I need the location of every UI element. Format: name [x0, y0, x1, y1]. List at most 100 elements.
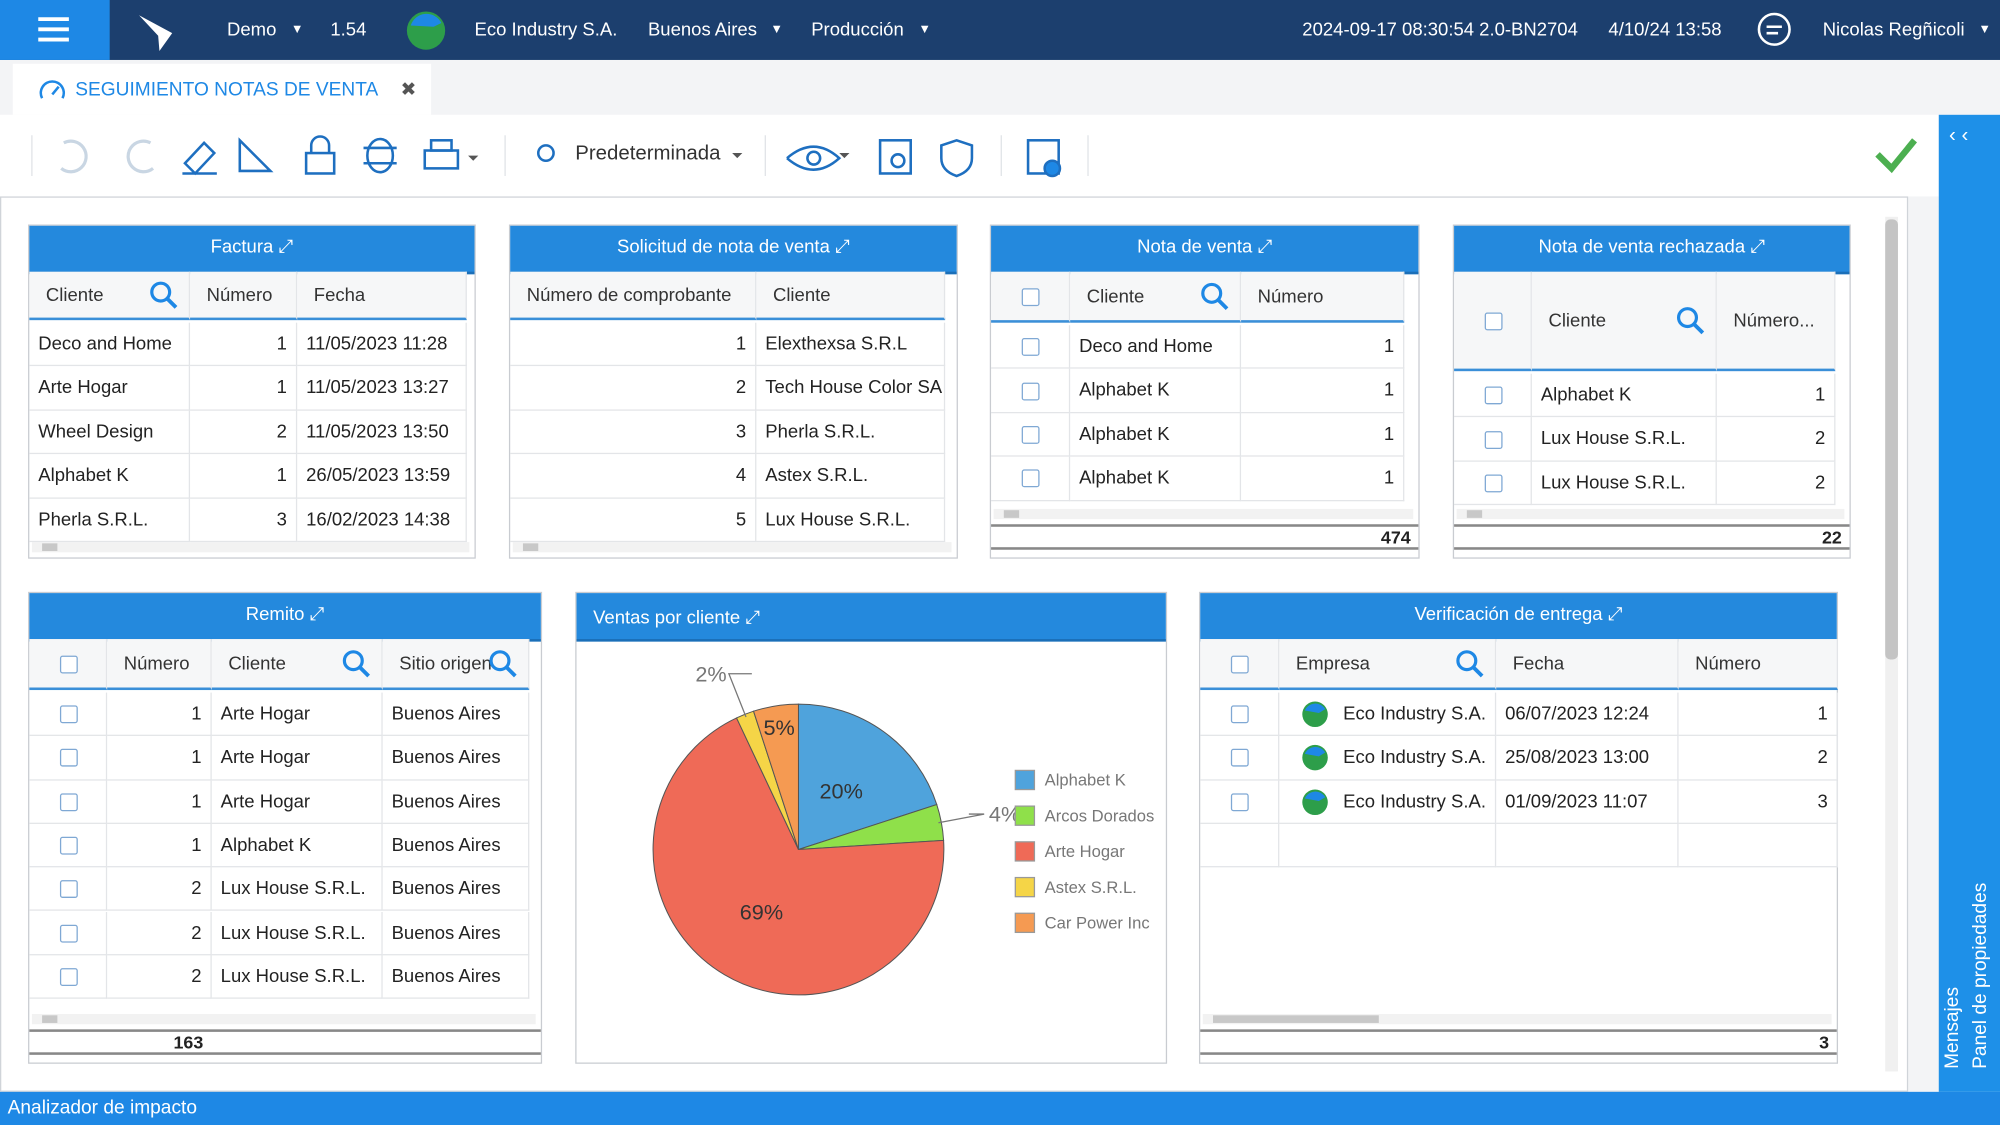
table-cell[interactable]: 3 [510, 410, 757, 455]
table-cell[interactable]: Lux House S.R.L. [211, 911, 383, 956]
table-cell[interactable]: Buenos Aires [382, 955, 530, 999]
table-cell[interactable]: 1 [190, 322, 298, 367]
table-cell[interactable]: Eco Industry S.A. [1279, 692, 1497, 737]
table-cell[interactable]: 26/05/2023 13:59 [297, 454, 467, 499]
search-icon[interactable] [149, 281, 180, 312]
row-checkbox[interactable] [59, 836, 78, 855]
table-cell[interactable]: 1 [190, 454, 298, 499]
column-header[interactable]: Cliente [211, 639, 383, 691]
table-cell[interactable]: 3 [1678, 780, 1839, 824]
table-cell[interactable]: Wheel Design [29, 410, 191, 455]
table-cell[interactable]: Alphabet K [211, 823, 383, 868]
table-cell[interactable]: 06/07/2023 12:24 [1496, 692, 1679, 737]
horizontal-scrollbar[interactable] [31, 1014, 536, 1025]
column-header[interactable]: Número [1678, 639, 1839, 691]
panel-header[interactable]: Nota de venta rechazada ⤢ [1454, 225, 1850, 275]
row-checkbox[interactable] [59, 880, 78, 899]
column-header[interactable]: Fecha [1496, 639, 1679, 691]
panel-header[interactable]: Factura ⤢ [29, 225, 475, 275]
table-cell[interactable]: 2 [190, 410, 298, 455]
table-cell[interactable]: 11/05/2023 13:27 [297, 366, 467, 411]
table-cell[interactable]: Lux House S.R.L. [211, 955, 383, 999]
table-cell[interactable]: Alphabet K [29, 454, 191, 499]
panel-header[interactable]: Verificación de entrega ⤢ [1200, 593, 1837, 642]
table-cell[interactable]: Buenos Aires [382, 823, 530, 868]
horizontal-scrollbar[interactable] [1456, 508, 1845, 520]
table-cell[interactable]: 1 [1241, 369, 1405, 413]
search-icon[interactable] [342, 649, 373, 680]
row-checkbox[interactable] [1230, 793, 1249, 811]
table-cell[interactable]: 1 [1716, 373, 1836, 418]
panel-header[interactable]: Remito ⤢ [29, 593, 541, 642]
panel-header[interactable]: Nota de venta ⤢ [991, 225, 1419, 275]
search-icon[interactable] [489, 649, 520, 680]
select-all[interactable] [59, 655, 78, 674]
table-cell[interactable]: Astex S.R.L. [756, 454, 946, 499]
table-cell[interactable]: 1 [107, 823, 212, 868]
messages-tab[interactable]: Mensajes [1941, 986, 1964, 1069]
mode[interactable]: Producción [811, 20, 904, 41]
table-cell[interactable]: Buenos Aires [382, 780, 530, 824]
table-cell[interactable]: Eco Industry S.A. [1279, 780, 1497, 824]
column-header[interactable]: Cliente [1070, 271, 1242, 323]
table-cell[interactable]: Buenos Aires [382, 867, 530, 912]
table-cell[interactable]: Pherla S.R.L. [756, 410, 946, 455]
tab-close[interactable]: ✖ [400, 79, 417, 101]
company[interactable]: Eco Industry S.A. [474, 20, 618, 41]
table-cell[interactable]: 1 [1241, 413, 1405, 457]
chat-icon[interactable] [1756, 11, 1794, 49]
table-cell[interactable]: Arte Hogar [211, 692, 383, 737]
search-icon[interactable] [1455, 649, 1486, 680]
table-cell[interactable]: Deco and Home [1070, 325, 1242, 370]
table-cell[interactable]: Arte Hogar [29, 366, 191, 411]
table-cell[interactable]: 1 [107, 780, 212, 824]
table-cell[interactable]: 1 [1678, 692, 1839, 737]
row-checkbox[interactable] [1230, 749, 1249, 768]
row-checkbox[interactable] [1021, 382, 1040, 400]
properties-tab[interactable]: Panel de propiedades [1969, 882, 1992, 1069]
column-header[interactable]: Número [107, 639, 212, 691]
column-header[interactable]: Empresa [1279, 639, 1497, 691]
column-header[interactable]: Cliente [756, 271, 946, 321]
select-all[interactable] [1021, 288, 1040, 307]
table-cell[interactable]: Buenos Aires [382, 736, 530, 781]
table-cell[interactable]: 1 [510, 322, 757, 367]
table-cell[interactable]: 4 [510, 454, 757, 499]
row-checkbox[interactable] [59, 924, 78, 943]
horizontal-scrollbar[interactable] [31, 542, 470, 553]
column-header[interactable]: Cliente [1531, 271, 1717, 372]
row-checkbox[interactable] [59, 749, 78, 768]
table-cell[interactable]: 2 [1678, 736, 1839, 781]
table-cell[interactable]: Deco and Home [29, 322, 191, 367]
table-cell[interactable]: 2 [107, 867, 212, 912]
table-cell[interactable]: Alphabet K [1070, 413, 1242, 457]
table-cell[interactable]: Buenos Aires [382, 911, 530, 956]
select-all[interactable] [1484, 312, 1502, 331]
table-cell[interactable]: 1 [190, 366, 298, 411]
table-cell[interactable]: 25/08/2023 13:00 [1496, 736, 1679, 781]
table-cell[interactable]: Elexthexsa S.R.L [756, 322, 946, 367]
table-cell[interactable]: 2 [107, 955, 212, 999]
search-icon[interactable] [1676, 306, 1707, 337]
menu-button[interactable] [0, 0, 110, 60]
table-cell[interactable]: 3 [190, 498, 298, 543]
toolbar-icons[interactable] [0, 115, 1939, 197]
row-checkbox[interactable] [1230, 705, 1249, 724]
tab[interactable]: SEGUIMIENTO NOTAS DE VENTA ✖ [12, 63, 432, 115]
column-header[interactable]: Cliente [29, 271, 191, 321]
select-all[interactable] [1230, 655, 1249, 674]
search-icon[interactable] [1200, 282, 1231, 313]
table-cell[interactable]: Arte Hogar [211, 780, 383, 824]
column-header[interactable]: Fecha [297, 271, 467, 321]
row-checkbox[interactable] [59, 968, 78, 986]
horizontal-scrollbar[interactable] [993, 508, 1414, 520]
row-checkbox[interactable] [59, 793, 78, 811]
city[interactable]: Buenos Aires [647, 20, 757, 41]
row-checkbox[interactable] [1021, 426, 1040, 444]
table-cell[interactable]: Pherla S.R.L. [29, 498, 191, 543]
panel-header[interactable]: Solicitud de nota de venta ⤢ [510, 225, 957, 275]
column-header[interactable]: Número [1241, 271, 1405, 323]
column-header[interactable]: Número de comprobante [510, 271, 757, 321]
table-cell[interactable]: 1 [1241, 456, 1405, 501]
chart-header[interactable]: Ventas por cliente ⤢ [576, 593, 1166, 642]
